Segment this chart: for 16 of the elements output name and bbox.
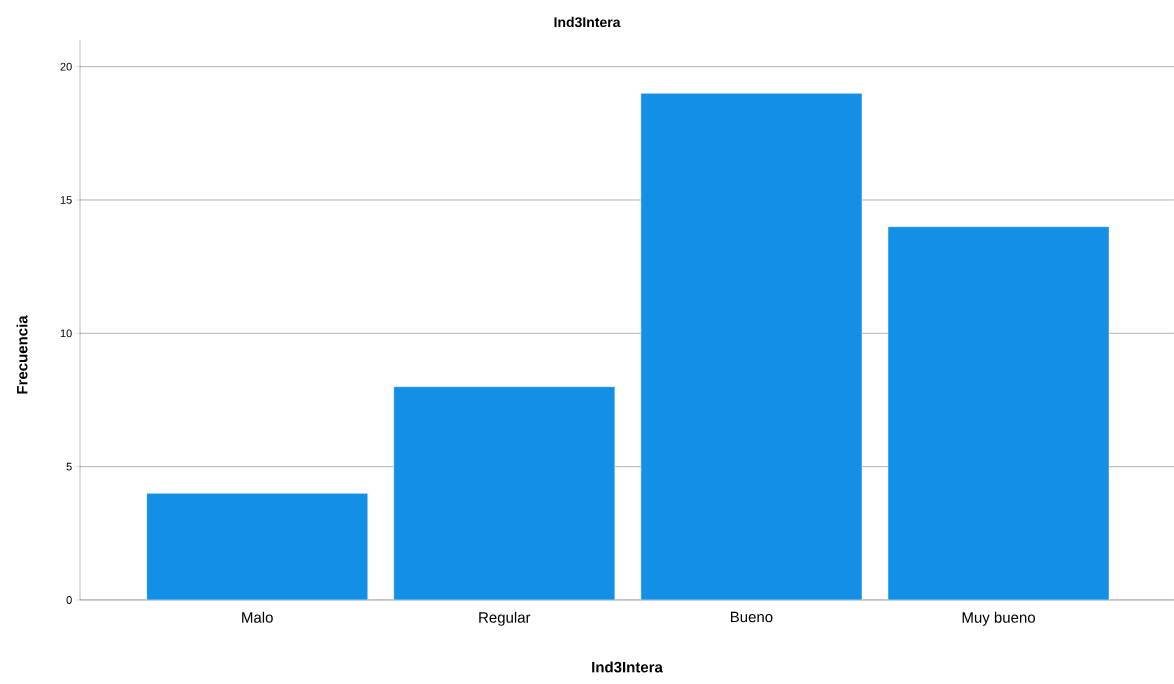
bar — [146, 493, 369, 600]
y-tick-label: 20 — [60, 62, 72, 71]
x-tick-label: Regular — [479, 611, 531, 626]
chart-title: Ind3Intera — [554, 16, 621, 28]
y-tick-label: 15 — [60, 196, 72, 204]
bar — [393, 386, 616, 600]
y-tick-label: 0 — [66, 596, 72, 604]
y-axis-title: Frecuencia — [16, 315, 28, 394]
x-tick-label: Bueno — [730, 611, 773, 623]
y-tick-label: 10 — [60, 329, 72, 338]
x-tick-label: Malo — [242, 611, 273, 623]
bar — [887, 226, 1110, 600]
x-axis-title: Ind3Intera — [592, 661, 663, 673]
x-tick-label: Muy bueno — [962, 611, 1035, 626]
y-tick-label: 5 — [66, 462, 72, 471]
bar — [640, 93, 863, 600]
